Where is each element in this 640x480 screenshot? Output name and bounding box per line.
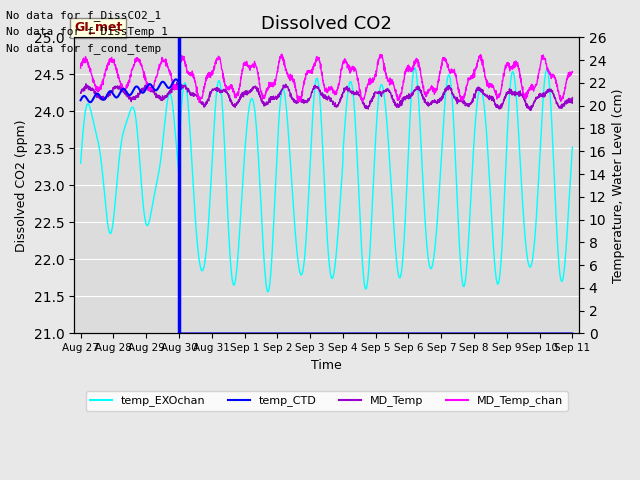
X-axis label: Time: Time (311, 359, 342, 372)
Legend: temp_EXOchan, temp_CTD, MD_Temp, MD_Temp_chan: temp_EXOchan, temp_CTD, MD_Temp, MD_Temp… (86, 391, 568, 411)
Text: No data for f_DissCO2_1: No data for f_DissCO2_1 (6, 10, 162, 21)
Y-axis label: Temperature, Water Level (cm): Temperature, Water Level (cm) (612, 88, 625, 283)
Y-axis label: Dissolved CO2 (ppm): Dissolved CO2 (ppm) (15, 119, 28, 252)
Text: No data for f_cond_temp: No data for f_cond_temp (6, 43, 162, 54)
Title: Dissolved CO2: Dissolved CO2 (261, 15, 392, 33)
Text: GI_met: GI_met (74, 22, 122, 35)
Text: No data for f_DissTemp_1: No data for f_DissTemp_1 (6, 26, 168, 37)
